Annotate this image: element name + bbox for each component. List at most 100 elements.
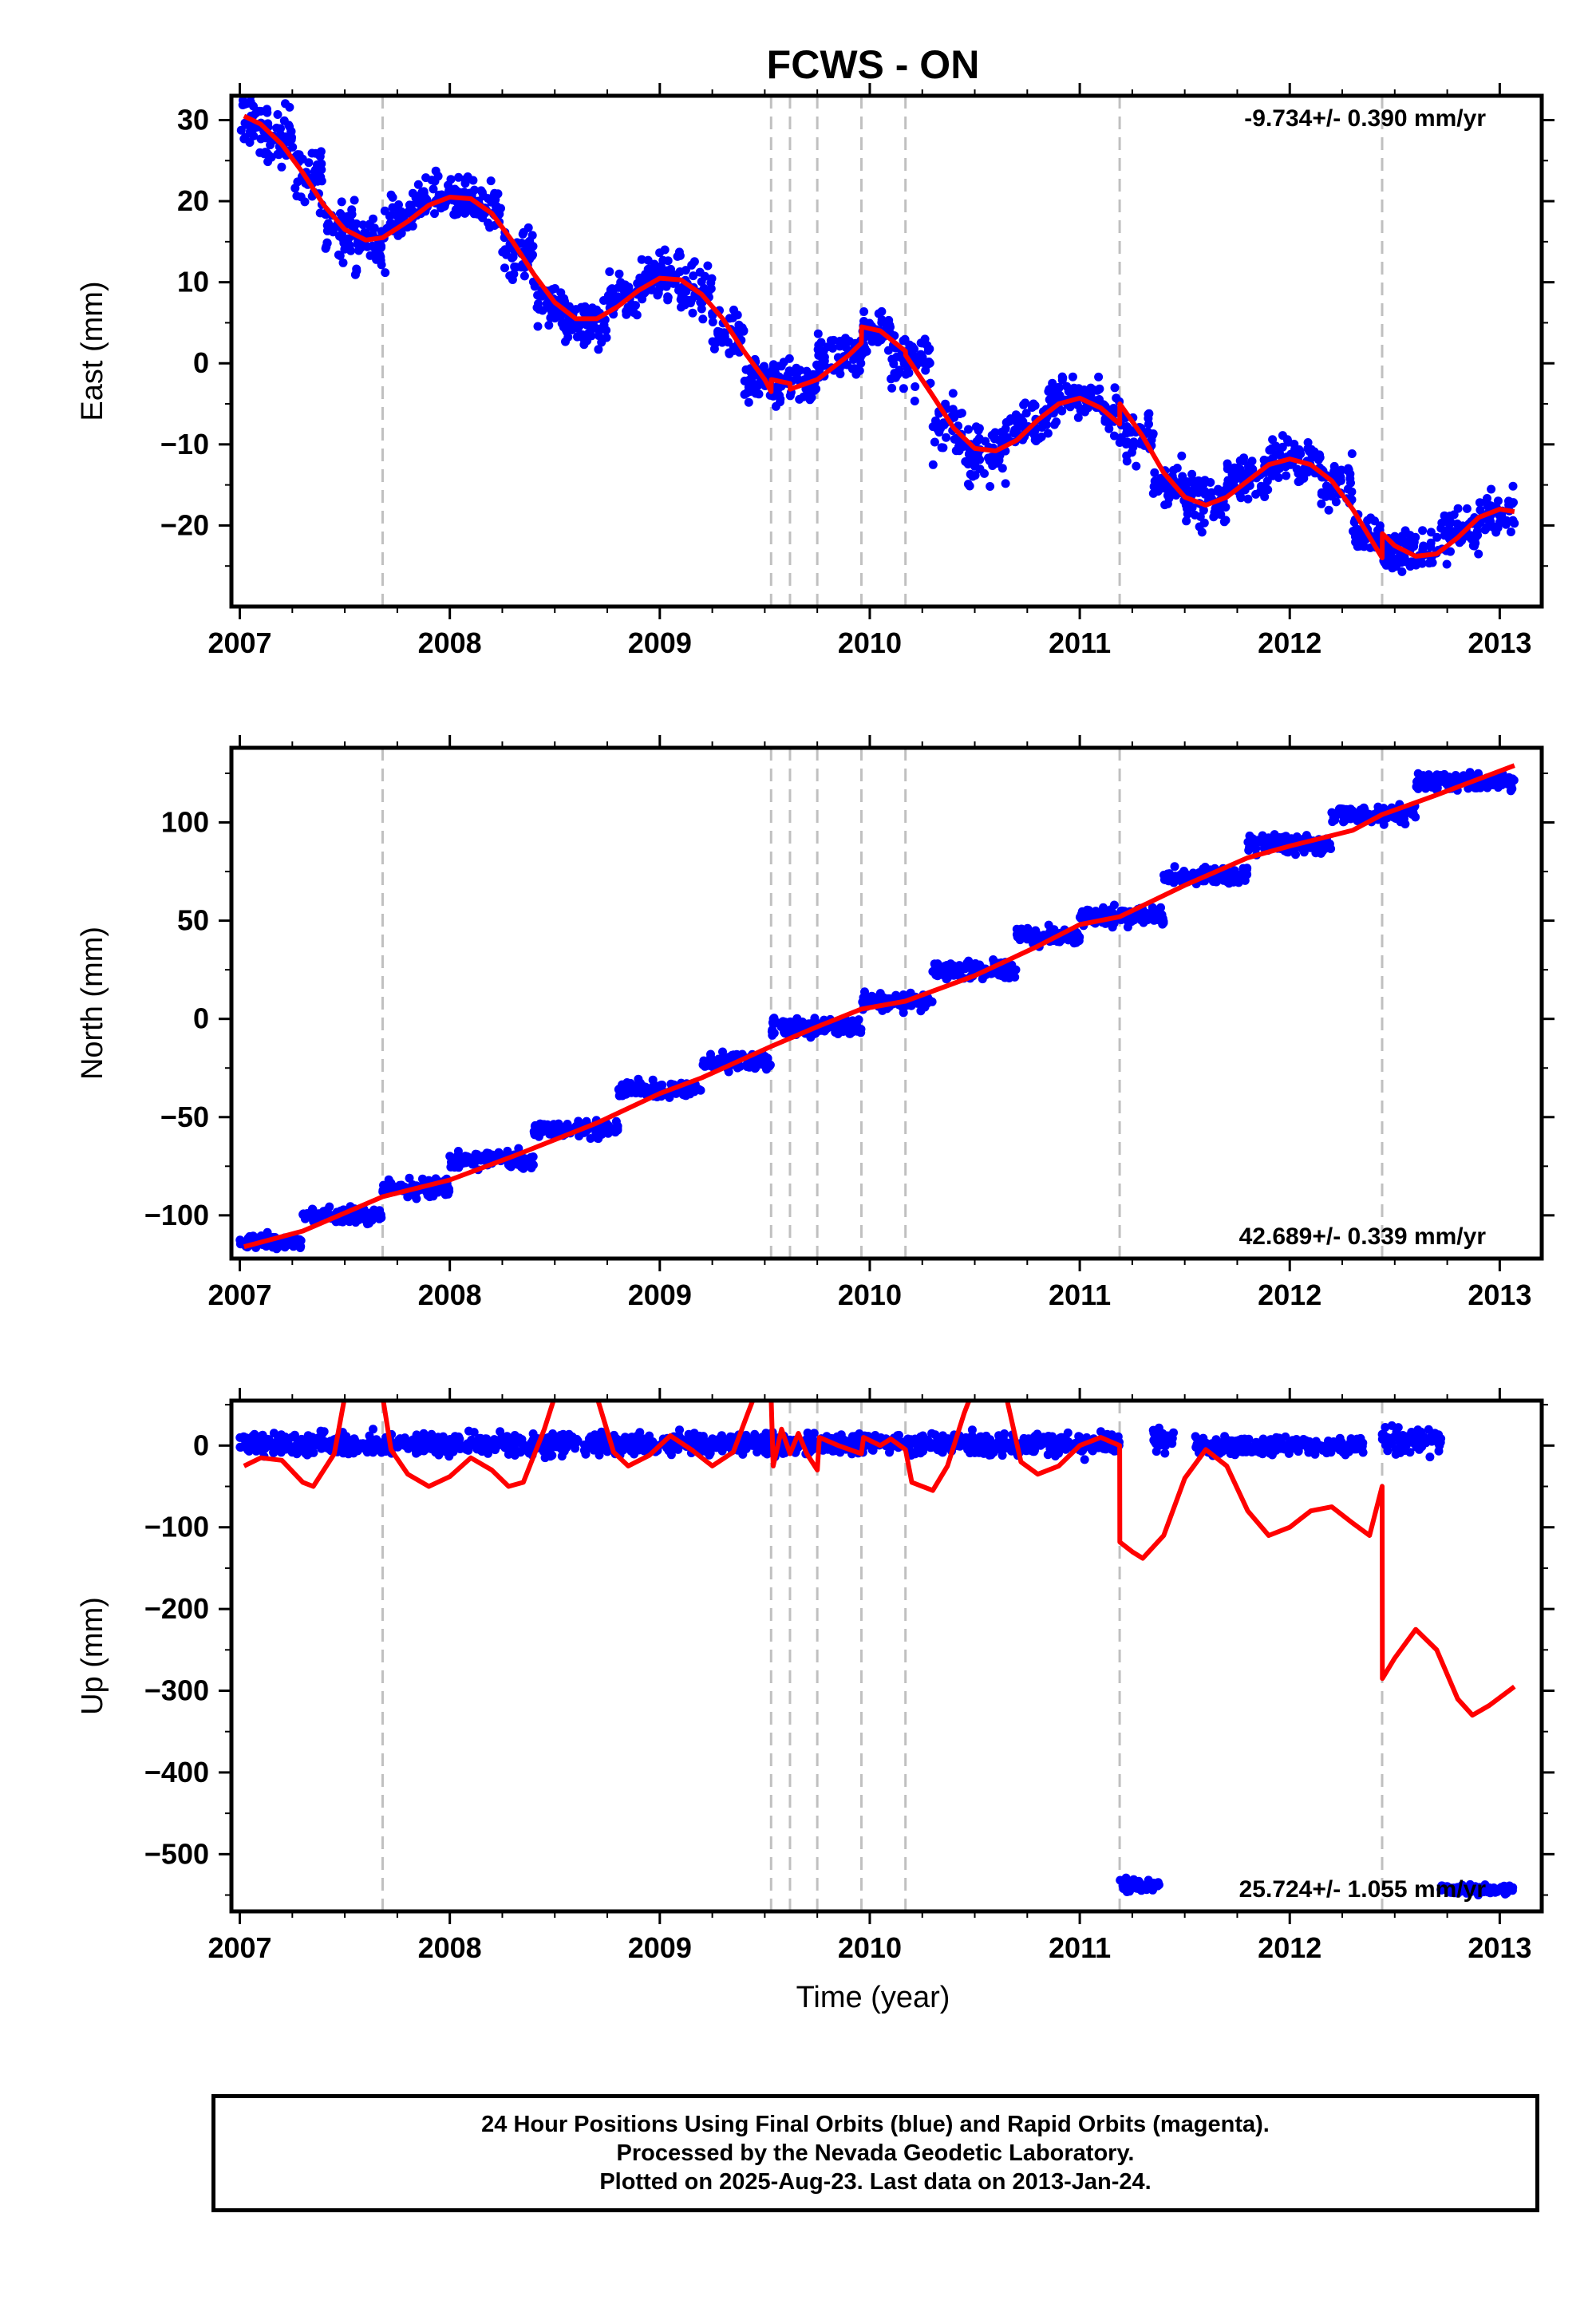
y-axis-title: North (mm) xyxy=(76,927,109,1080)
data-point xyxy=(323,1444,333,1453)
data-point xyxy=(347,210,357,219)
data-point xyxy=(280,1433,290,1441)
data-point xyxy=(557,1452,567,1461)
data-point xyxy=(1282,471,1291,480)
data-point xyxy=(469,1428,479,1437)
data-point xyxy=(269,1429,279,1438)
data-point xyxy=(409,1191,418,1200)
data-point xyxy=(263,148,272,158)
data-point xyxy=(980,468,989,478)
data-point xyxy=(481,1434,490,1444)
data-point xyxy=(1223,459,1232,468)
data-point xyxy=(334,250,343,259)
data-point xyxy=(606,298,615,308)
data-point xyxy=(516,1448,525,1457)
data-point xyxy=(567,323,577,333)
data-point xyxy=(322,242,331,251)
data-point xyxy=(994,435,1004,445)
data-point xyxy=(431,166,440,176)
x-tick-label: 2013 xyxy=(1468,1279,1531,1311)
data-point xyxy=(1474,549,1483,559)
data-point xyxy=(805,386,815,396)
plot-frame xyxy=(229,745,1544,1261)
data-point xyxy=(708,318,717,326)
data-point xyxy=(760,362,769,371)
data-point xyxy=(1122,456,1132,466)
data-layer xyxy=(235,748,1519,1259)
data-point xyxy=(1206,478,1215,487)
data-point xyxy=(610,291,619,300)
data-point xyxy=(968,472,978,481)
data-point xyxy=(1000,973,1009,982)
data-point xyxy=(1397,567,1407,576)
data-point xyxy=(340,213,350,222)
data-point xyxy=(489,1442,499,1452)
data-point xyxy=(1081,386,1091,396)
data-point xyxy=(1164,876,1174,886)
data-point xyxy=(371,249,381,259)
rate-annotation: -9.734+/- 0.390 mm/yr xyxy=(1244,105,1486,132)
data-point xyxy=(1223,476,1233,485)
data-point xyxy=(1187,503,1197,512)
data-point xyxy=(1400,814,1408,824)
data-point xyxy=(886,322,895,332)
data-point xyxy=(617,1085,626,1095)
data-point xyxy=(965,449,974,458)
data-point xyxy=(655,248,665,258)
data-point xyxy=(1148,903,1157,912)
data-point xyxy=(576,1119,585,1128)
data-point xyxy=(1150,468,1159,477)
data-point xyxy=(1122,429,1132,438)
data-point xyxy=(1007,960,1017,970)
data-point xyxy=(826,336,836,346)
data-point xyxy=(294,150,304,160)
data-point xyxy=(1073,413,1083,422)
data-point xyxy=(1418,545,1428,555)
y-tick-label: 30 xyxy=(177,103,209,136)
data-point xyxy=(484,1148,493,1158)
data-point xyxy=(586,1134,595,1143)
data-point xyxy=(239,96,247,105)
data-point xyxy=(614,283,623,292)
data-point xyxy=(1418,526,1428,536)
data-point xyxy=(986,482,995,491)
data-point xyxy=(700,1061,709,1071)
data-point xyxy=(386,190,396,200)
panel-east: 2007 2008 2009 2010 2011 2012 2013−20−10010203… xyxy=(76,83,1555,659)
data-point xyxy=(1442,559,1452,569)
data-point xyxy=(863,993,873,1002)
data-point xyxy=(805,395,815,405)
data-point xyxy=(475,1152,484,1162)
chart-title: FCWS - ON xyxy=(767,42,980,87)
data-point xyxy=(406,200,416,210)
data-point xyxy=(728,313,737,322)
data-point xyxy=(1123,923,1132,932)
data-point xyxy=(1128,442,1138,452)
data-point xyxy=(1246,840,1256,849)
x-tick-label: 2008 xyxy=(418,626,482,659)
data-point xyxy=(557,1445,567,1455)
data-point xyxy=(1140,916,1150,926)
data-point xyxy=(1347,449,1357,458)
data-point xyxy=(595,1450,604,1460)
data-point xyxy=(394,200,403,209)
data-point xyxy=(1017,924,1026,934)
data-point xyxy=(460,208,469,218)
data-point xyxy=(430,209,439,219)
data-point xyxy=(642,268,652,278)
data-point xyxy=(373,1445,382,1455)
plot-area xyxy=(231,1401,1542,1911)
data-point xyxy=(592,305,601,314)
x-tick-label: 2010 xyxy=(838,626,902,659)
data-point xyxy=(1242,869,1251,879)
data-point xyxy=(934,1443,943,1452)
data-point xyxy=(887,354,897,364)
data-point xyxy=(974,425,983,435)
data-point xyxy=(1109,404,1118,413)
data-point xyxy=(277,162,286,172)
data-point xyxy=(444,1452,454,1461)
data-point xyxy=(525,236,535,246)
data-point xyxy=(518,229,527,239)
data-point xyxy=(1240,485,1250,495)
data-point xyxy=(859,307,869,316)
